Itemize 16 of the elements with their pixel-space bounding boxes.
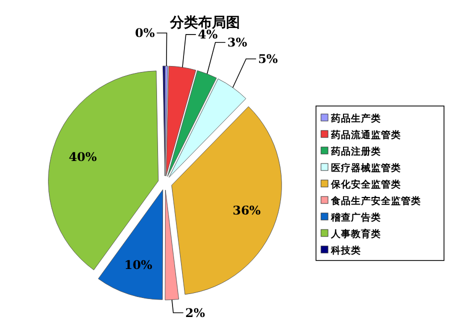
data-label: 3% [227, 35, 248, 50]
legend-label: 人事教育类 [330, 228, 381, 240]
data-label: 5% [258, 52, 278, 66]
data-label: 0% [134, 26, 156, 40]
data-label: 36% [232, 204, 262, 218]
legend-label: 保化安全监管类 [330, 178, 401, 190]
legend-label: 药品注册类 [330, 146, 381, 158]
legend-label: 药品流通监管类 [330, 129, 401, 141]
legend-label: 药品生产类 [330, 112, 381, 124]
legend-label: 食品生产安全监管类 [330, 195, 421, 207]
data-label: 40% [68, 150, 98, 164]
data-label: 2% [185, 306, 206, 320]
data-label: 10% [124, 258, 153, 272]
legend-label: 科技类 [330, 244, 361, 256]
legend-label: 医疗器械监管类 [331, 162, 401, 174]
legend-label: 稽查广告类 [330, 212, 381, 224]
